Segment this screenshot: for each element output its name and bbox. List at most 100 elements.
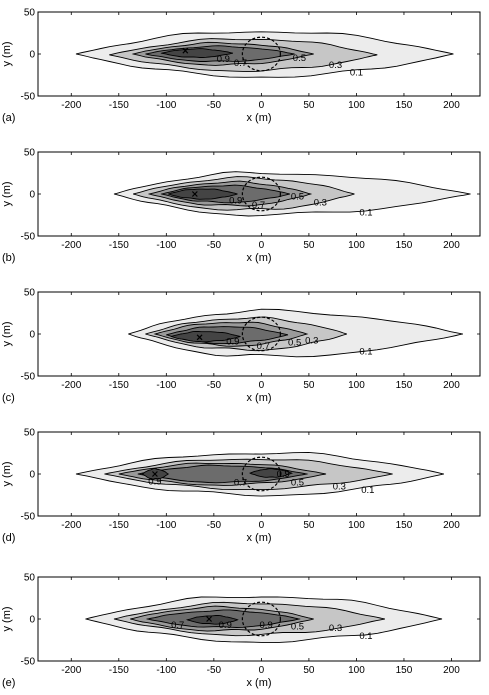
x-tick-label: -50 <box>207 520 222 531</box>
contour-label: 0.7 <box>234 477 247 488</box>
x-tick-label: 50 <box>303 380 315 391</box>
y-tick-label: 50 <box>24 428 36 439</box>
contour-label: 0.9 <box>260 620 273 631</box>
peak-marker <box>191 191 198 197</box>
y-tick-label: 0 <box>29 50 35 61</box>
y-tick-label: 50 <box>24 148 36 159</box>
dashed-circle-marker <box>241 316 281 352</box>
y-axis-label: y (m) <box>1 321 13 346</box>
x-tick-label: -200 <box>61 520 81 531</box>
y-tick-label: 0 <box>29 190 35 201</box>
y-axis-label: y (m) <box>1 181 13 206</box>
y-tick-label: 50 <box>24 288 36 299</box>
panel-letter: (e) <box>2 677 15 689</box>
peak-marker <box>196 334 203 341</box>
contour-label: 0.1 <box>359 207 372 218</box>
x-tick-label: 100 <box>348 665 365 676</box>
x-tick-label: -200 <box>61 665 81 676</box>
contour-label: 0.7 <box>171 620 184 631</box>
peak-marker <box>182 47 189 54</box>
contour-fills <box>85 596 443 644</box>
y-tick-label: -50 <box>21 372 36 383</box>
contour-level-0-9-secondary <box>249 468 293 478</box>
contour-label: 0.7 <box>252 200 265 211</box>
contour-label: 0.3 <box>305 336 318 347</box>
dashed-circle-marker <box>241 36 281 72</box>
contour-label: 0.5 <box>288 337 301 348</box>
x-tick-label: -150 <box>109 100 129 111</box>
y-tick-label: 0 <box>29 330 35 341</box>
x-tick-label: 200 <box>443 100 460 111</box>
contour-level-0-9 <box>170 330 241 343</box>
contour-level-0-9 <box>160 48 234 58</box>
x-axis-label: x (m) <box>246 112 271 124</box>
y-tick-label: 50 <box>24 573 36 584</box>
x-tick-label: -100 <box>156 520 176 531</box>
contour-label: 0.1 <box>361 485 374 496</box>
contour-fills <box>128 308 463 358</box>
x-tick-label: 150 <box>396 240 413 251</box>
x-tick-label: 100 <box>348 240 365 251</box>
contour-level-0-9 <box>168 188 238 200</box>
x-tick-label: -50 <box>207 100 222 111</box>
contour-label: 0.7 <box>257 341 270 352</box>
y-tick-label: -50 <box>21 512 36 523</box>
peak-marker <box>151 471 158 477</box>
x-tick-label: 0 <box>259 665 265 676</box>
contour-panel-e: 0.7 0.9 0.9 0.5 0.3 0.1 -200 -150 -100 -50 0 50 100 1… <box>1 573 481 689</box>
x-tick-label: 0 <box>259 240 265 251</box>
contour-label: 0.7 <box>234 58 247 69</box>
contour-label: 0.1 <box>350 67 363 78</box>
x-tick-label: 0 <box>259 100 265 111</box>
x-axis-label: x (m) <box>246 392 271 404</box>
x-tick-label: -200 <box>61 240 81 251</box>
x-tick-label: -100 <box>156 240 176 251</box>
x-tick-label: 0 <box>259 380 265 391</box>
contour-label: 0.9 <box>226 337 239 348</box>
contour-label: 0.3 <box>329 623 342 634</box>
x-tick-label: -150 <box>109 665 129 676</box>
x-tick-label: 0 <box>259 520 265 531</box>
panel-letter: (d) <box>2 532 15 544</box>
y-axis-label: y (m) <box>1 41 13 66</box>
x-tick-label: -100 <box>156 665 176 676</box>
contour-label: 0.5 <box>291 477 304 488</box>
y-tick-label: 0 <box>29 615 35 626</box>
x-tick-label: -150 <box>109 520 129 531</box>
contour-label: 0.9 <box>217 54 230 65</box>
x-tick-label: -150 <box>109 240 129 251</box>
contour-label: 0.9 <box>219 620 232 631</box>
contour-label: 0.9 <box>277 469 290 480</box>
contour-label: 0.9 <box>229 196 242 207</box>
y-tick-label: 50 <box>24 8 36 19</box>
x-tick-label: -200 <box>61 380 81 391</box>
panel-letter: (a) <box>2 112 15 124</box>
contour-label: 0.1 <box>359 347 372 358</box>
dashed-circle-marker <box>241 456 281 492</box>
x-tick-label: 100 <box>348 520 365 531</box>
contour-label: 0.3 <box>314 197 327 208</box>
x-tick-label: -50 <box>207 380 222 391</box>
x-tick-label: 150 <box>396 665 413 676</box>
contour-label: 0.3 <box>329 60 342 71</box>
x-axis-label: x (m) <box>246 252 271 264</box>
contour-label: 0.5 <box>291 622 304 633</box>
x-tick-label: 100 <box>348 100 365 111</box>
x-tick-label: 150 <box>396 100 413 111</box>
y-tick-label: -50 <box>21 232 36 243</box>
x-tick-label: 100 <box>348 380 365 391</box>
x-tick-label: -150 <box>109 380 129 391</box>
x-tick-label: 50 <box>303 665 315 676</box>
contour-label: 0.3 <box>333 482 346 493</box>
x-tick-label: 50 <box>303 240 315 251</box>
contour-label: 0.1 <box>359 631 372 642</box>
contour-fills <box>75 31 454 78</box>
panel-letter: (c) <box>2 392 15 404</box>
contour-label: 0.9 <box>148 477 161 488</box>
contour-panel-b: 0.9 0.7 0.5 0.3 0.1 -200 -150 -100 -50 0 50 100 150 2… <box>1 148 481 264</box>
y-axis-label: y (m) <box>1 461 13 486</box>
peak-marker <box>206 616 213 622</box>
contour-panel-d: 0.9 0.70.90.5 0.3 0.1-200 -150 -100 -50 0 50 100 1… <box>1 428 481 544</box>
x-tick-label: 50 <box>303 520 315 531</box>
